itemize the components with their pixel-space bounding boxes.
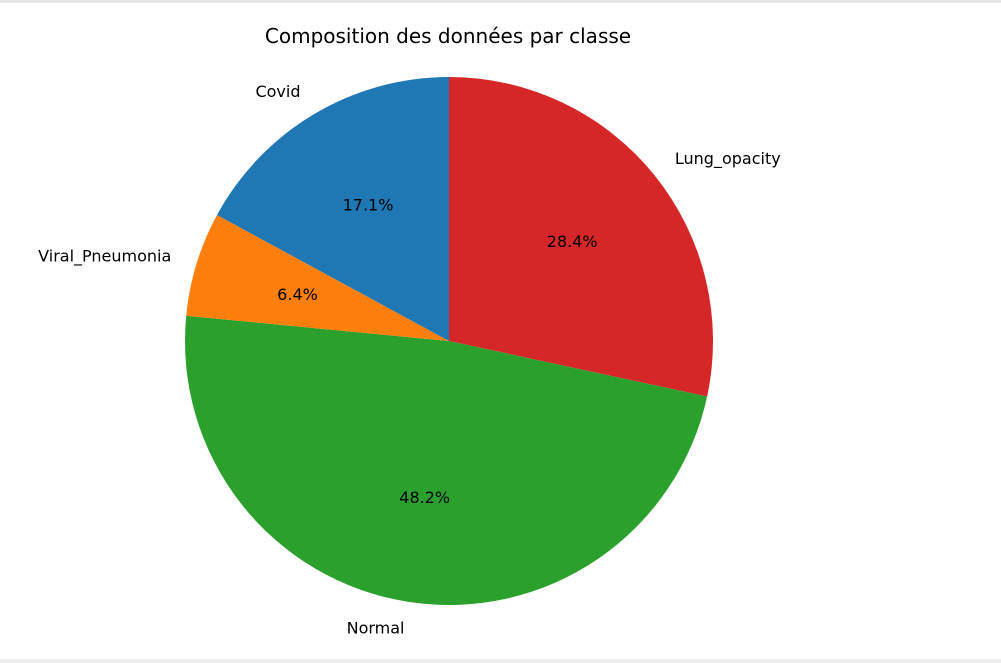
pie-slice-viral-pneumonia [186, 215, 449, 341]
category-label-lung-opacity: Lung_opacity [675, 149, 781, 169]
pct-label-viral-pneumonia: 6.4% [277, 285, 318, 304]
pie-labels: 28.4% Lung_opacity 48.2% Normal 6.4% Viral_Pn… [38, 82, 781, 638]
pie-slice-lung-opacity [449, 77, 714, 397]
top-divider [0, 0, 1001, 3]
chart-title: Composition des données par classe [265, 24, 631, 48]
pct-label-covid: 17.1% [343, 195, 394, 214]
pie-slices [185, 77, 714, 606]
pct-label-lung-opacity: 28.4% [547, 232, 598, 251]
category-label-normal: Normal [347, 619, 405, 638]
pie-slice-normal [185, 315, 708, 606]
bottom-divider [0, 659, 1001, 663]
category-label-viral-pneumonia: Viral_Pneumonia [38, 247, 171, 267]
pie-slice-covid [217, 77, 449, 341]
pct-label-normal: 48.2% [399, 488, 450, 507]
category-label-covid: Covid [255, 82, 300, 101]
